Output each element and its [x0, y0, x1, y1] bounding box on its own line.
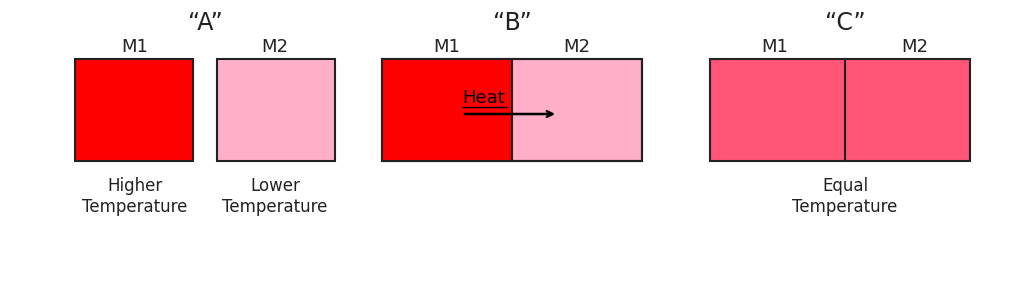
Text: M2: M2: [901, 38, 929, 56]
Text: M2: M2: [563, 38, 591, 56]
Text: M2: M2: [261, 38, 289, 56]
Text: M1: M1: [762, 38, 788, 56]
Text: M1: M1: [433, 38, 461, 56]
Text: Equal
Temperature: Equal Temperature: [793, 177, 898, 216]
Bar: [217, 59, 335, 161]
Text: “A”: “A”: [187, 11, 222, 35]
Bar: [382, 59, 642, 161]
Text: Higher
Temperature: Higher Temperature: [82, 177, 187, 216]
Bar: [382, 59, 642, 161]
Bar: [710, 59, 970, 161]
Text: Heat: Heat: [462, 89, 505, 107]
Text: M1: M1: [122, 38, 148, 56]
Text: Lower
Temperature: Lower Temperature: [222, 177, 328, 216]
Bar: [75, 59, 193, 161]
Bar: [382, 59, 512, 161]
Text: “C”: “C”: [824, 11, 865, 35]
Text: “B”: “B”: [493, 11, 531, 35]
